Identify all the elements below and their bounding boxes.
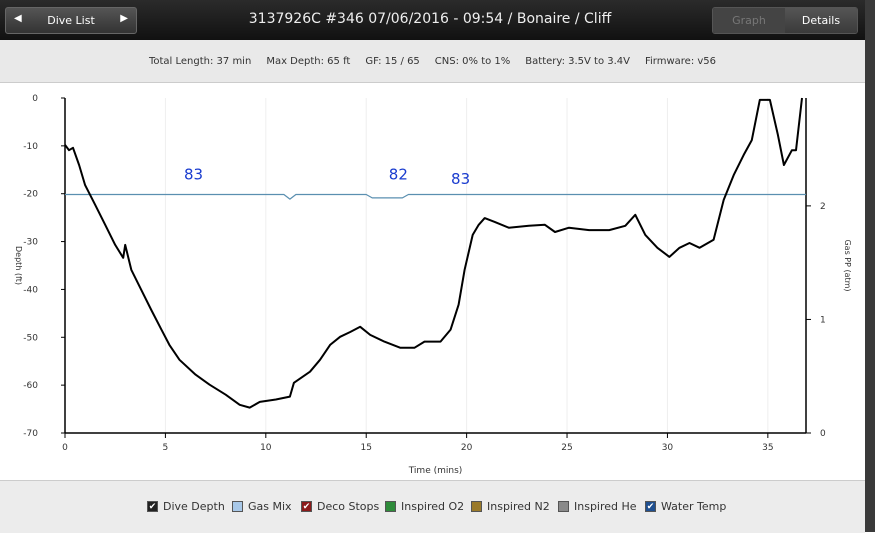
dive-title: 3137926C #346 07/06/2016 - 09:54 / Bonai… <box>248 11 612 27</box>
legend-label[interactable]: Inspired He <box>574 500 637 513</box>
legend-checkbox[interactable]: ✔ <box>147 501 158 512</box>
y-tick-label: 0 <box>32 94 38 104</box>
info-item: Battery: 3.5V to 3.4V <box>525 55 630 67</box>
x-tick-label: 25 <box>561 443 572 453</box>
tab[interactable]: Graph <box>713 8 785 33</box>
series-line <box>65 193 806 200</box>
y2-tick-label: 0 <box>820 429 826 439</box>
legend-checkbox[interactable] <box>385 501 396 512</box>
y-tick-label: -60 <box>23 381 38 391</box>
info-item: Total Length: 37 min <box>148 55 252 67</box>
x-tick-label: 15 <box>360 443 371 453</box>
legend-checkbox[interactable]: ✔ <box>645 501 656 512</box>
y-axis-label: Depth (ft) <box>14 246 23 285</box>
legend-item[interactable]: Inspired O2 <box>385 500 464 513</box>
legend-item[interactable]: ✔ Dive Depth <box>147 500 225 513</box>
x-tick-label: 20 <box>461 443 473 453</box>
nav-label[interactable]: Dive List <box>47 14 95 27</box>
legend-item[interactable]: ✔ Water Temp <box>645 500 726 513</box>
info-bar: Total Length: 37 min Max Depth: 65 ft GF: … <box>0 40 865 83</box>
top-bar: ◀ Dive List ▶ 3137926C #346 07/06/2016 -… <box>0 0 865 40</box>
legend-item[interactable]: Inspired N2 <box>471 500 550 513</box>
legend-item[interactable]: Inspired He <box>558 500 637 513</box>
y2-tick-label: 2 <box>820 202 826 212</box>
tabs: Graph Details <box>712 7 858 34</box>
x-axis-label: Time (mins) <box>408 466 463 476</box>
legend-checkbox[interactable] <box>232 501 243 512</box>
legend-item[interactable]: ✔ Deco Stops <box>301 500 379 513</box>
x-tick-label: 35 <box>762 443 773 453</box>
y2-tick-label: 1 <box>820 315 826 325</box>
legend-label[interactable]: Gas Mix <box>248 500 292 513</box>
legend-item[interactable]: Gas Mix <box>232 500 292 513</box>
x-tick-label: 5 <box>163 443 169 453</box>
nav-button[interactable]: ◀ Dive List ▶ <box>5 7 137 34</box>
legend-checkbox[interactable] <box>558 501 569 512</box>
info-item: GF: 15 / 65 <box>365 55 420 67</box>
y-tick-label: -20 <box>23 190 38 200</box>
tab[interactable]: Details <box>785 8 857 33</box>
next-arrow[interactable]: ▶ <box>120 13 128 24</box>
legend-label[interactable]: Dive Depth <box>163 500 225 513</box>
legend-checkbox[interactable]: ✔ <box>301 501 312 512</box>
y-tick-label: -30 <box>23 238 38 248</box>
y-tick-label: -10 <box>23 142 38 152</box>
y-tick-label: -50 <box>23 333 38 343</box>
legend-label[interactable]: Water Temp <box>661 500 727 513</box>
info-item: Max Depth: 65 ft <box>266 55 351 67</box>
temp-annotation: 83 <box>184 165 203 183</box>
y-tick-label: -70 <box>23 429 38 439</box>
x-tick-label: 0 <box>62 443 68 453</box>
prev-arrow[interactable]: ◀ <box>14 13 22 24</box>
temp-annotation: 82 <box>389 165 408 183</box>
side-strip <box>865 0 875 532</box>
y2-axis-label: Gas PP (atm) <box>843 239 852 291</box>
chart: 0 5 10 15 20 25 30 35 0 -10 -20 -30 -40 -50 -60 -70 0 1 2 T… <box>14 94 852 476</box>
legend-label[interactable]: Inspired N2 <box>487 500 550 513</box>
legend: ✔ Dive Depth Gas Mix ✔ Deco Stops Inspired O2… <box>0 480 865 533</box>
info-item: CNS: 0% to 1% <box>434 55 511 67</box>
x-tick-label: 30 <box>662 443 674 453</box>
legend-checkbox[interactable] <box>471 501 482 512</box>
x-tick-label: 10 <box>260 443 272 453</box>
temp-annotation: 83 <box>451 170 470 188</box>
series-line <box>64 97 803 409</box>
legend-label[interactable]: Deco Stops <box>317 500 380 513</box>
info-item: Firmware: v56 <box>645 55 717 67</box>
y-tick-label: -40 <box>23 285 38 295</box>
legend-label[interactable]: Inspired O2 <box>401 500 465 513</box>
